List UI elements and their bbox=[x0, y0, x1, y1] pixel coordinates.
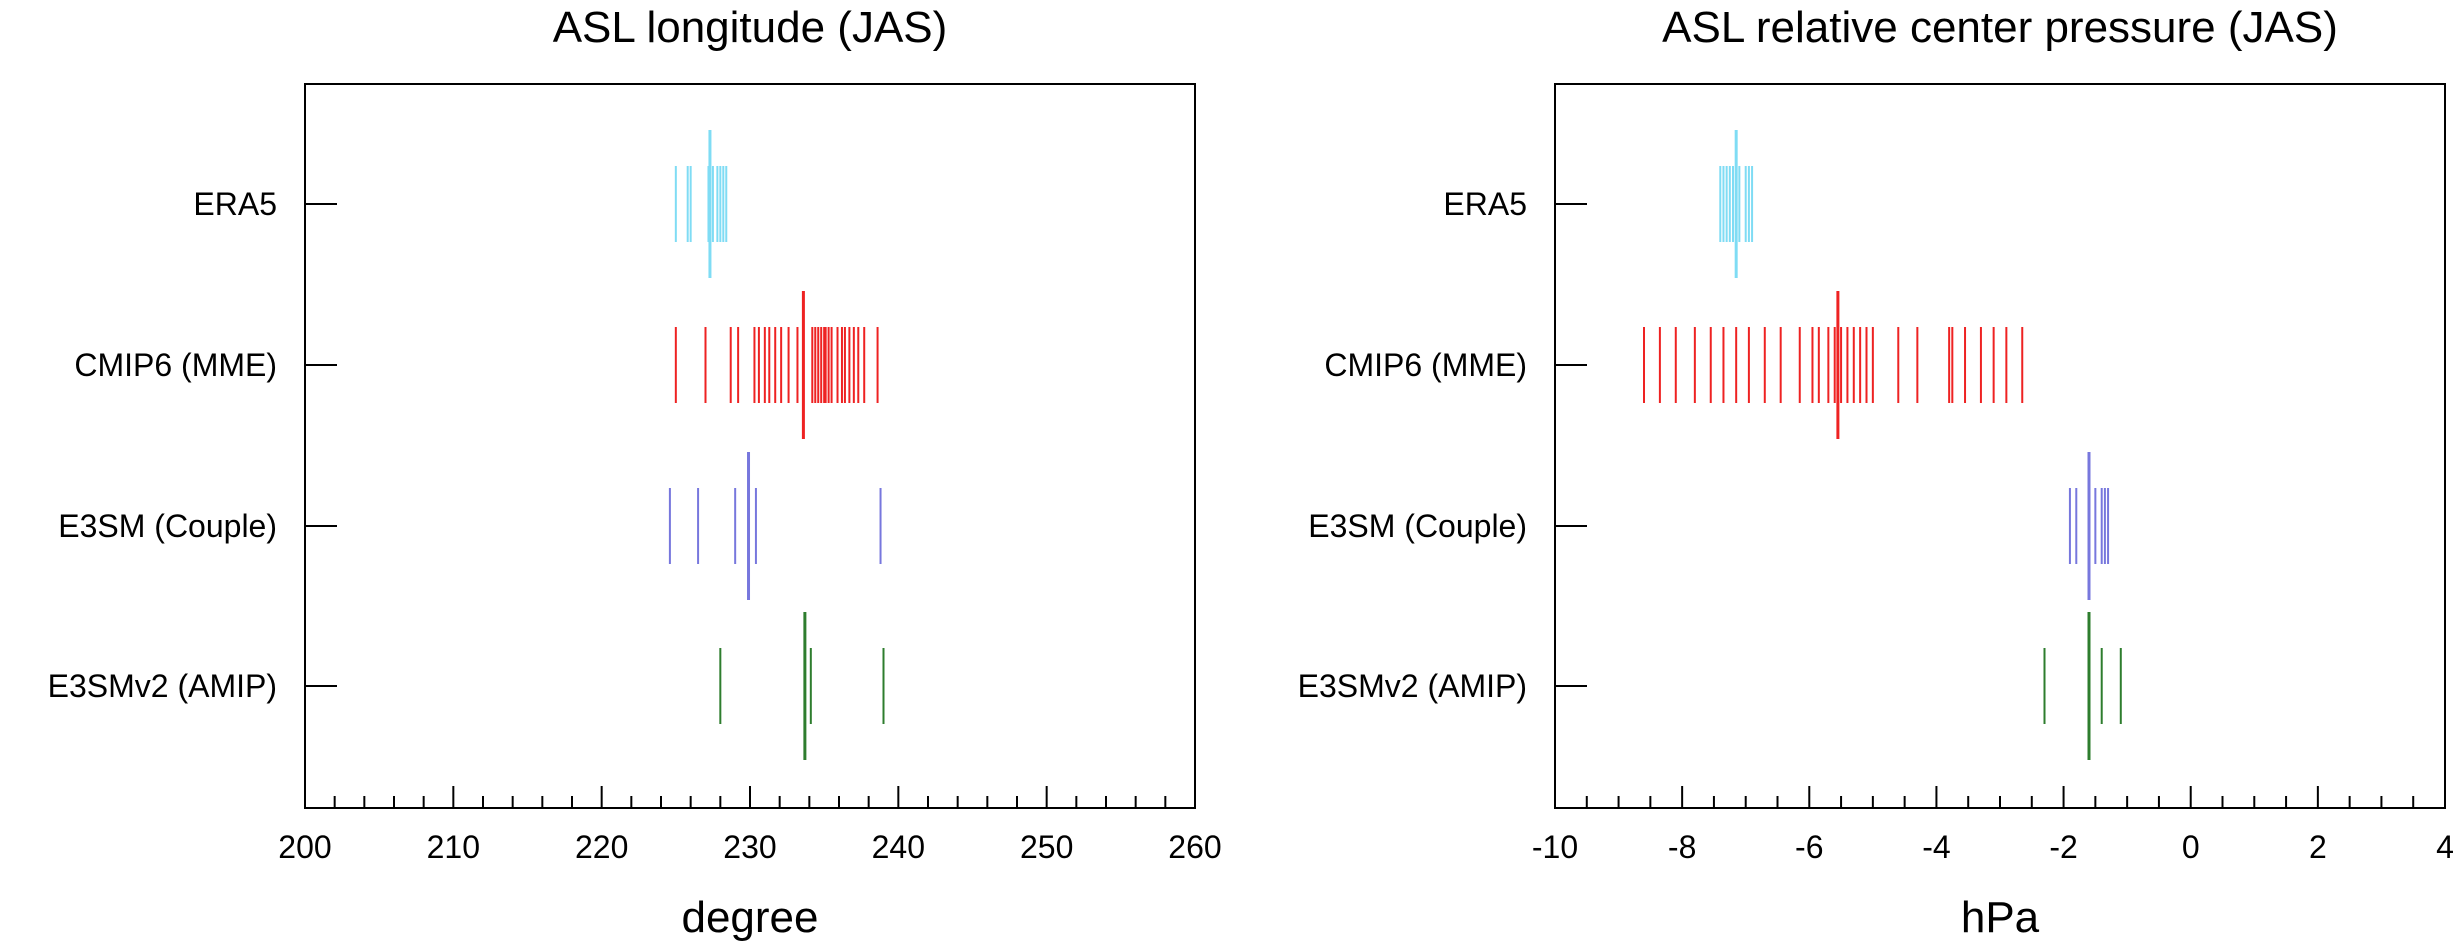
x-tick-label: 250 bbox=[1020, 829, 1073, 865]
series-e3smv2-amip bbox=[719, 612, 885, 760]
y-category-label: E3SM (Couple) bbox=[58, 508, 277, 544]
x-tick-label: -8 bbox=[1668, 829, 1696, 865]
y-category-label: E3SMv2 (AMIP) bbox=[1298, 668, 1527, 704]
x-tick-label: 200 bbox=[278, 829, 331, 865]
x-tick-label: 240 bbox=[872, 829, 925, 865]
chart-title: ASL longitude (JAS) bbox=[553, 3, 948, 52]
panel-asl-longitude: ASL longitude (JAS) 200 210 220 230 240 250 260… bbox=[48, 3, 1222, 942]
x-axis-label: degree bbox=[681, 893, 818, 942]
series-cmip6-mme bbox=[1643, 291, 2024, 439]
x-tick-label: 2 bbox=[2309, 829, 2327, 865]
x-tick-label: 260 bbox=[1168, 829, 1221, 865]
x-tick-label: 4 bbox=[2436, 829, 2454, 865]
x-tick-label: 220 bbox=[575, 829, 628, 865]
x-tick-label: -4 bbox=[1922, 829, 1950, 865]
y-category-label: ERA5 bbox=[193, 186, 277, 222]
x-axis-label: hPa bbox=[1961, 893, 2040, 942]
x-tick-label: 210 bbox=[427, 829, 480, 865]
y-category-label: E3SMv2 (AMIP) bbox=[48, 668, 277, 704]
x-tick-label: 230 bbox=[723, 829, 776, 865]
series-e3sm-couple bbox=[2068, 452, 2110, 600]
series-e3sm-couple bbox=[668, 452, 882, 600]
panel-asl-pressure: ASL relative center pressure (JAS) -10 -8 -… bbox=[1298, 3, 2454, 942]
y-category-label: E3SM (Couple) bbox=[1308, 508, 1527, 544]
y-category-label: CMIP6 (MME) bbox=[74, 347, 277, 383]
x-tick-label: -6 bbox=[1795, 829, 1823, 865]
plot-frame bbox=[304, 83, 1196, 809]
y-category-label: CMIP6 (MME) bbox=[1324, 347, 1527, 383]
series-cmip6-mme bbox=[674, 291, 879, 439]
series-e3smv2-amip bbox=[2043, 612, 2122, 760]
series-era5 bbox=[674, 130, 728, 278]
x-tick-label: -10 bbox=[1532, 829, 1578, 865]
series-era5 bbox=[1719, 130, 1754, 278]
x-tick-label: -2 bbox=[2049, 829, 2077, 865]
y-category-label: ERA5 bbox=[1443, 186, 1527, 222]
plot-frame bbox=[1554, 83, 2446, 809]
x-tick-label: 0 bbox=[2182, 829, 2200, 865]
chart-title: ASL relative center pressure (JAS) bbox=[1662, 3, 2338, 52]
